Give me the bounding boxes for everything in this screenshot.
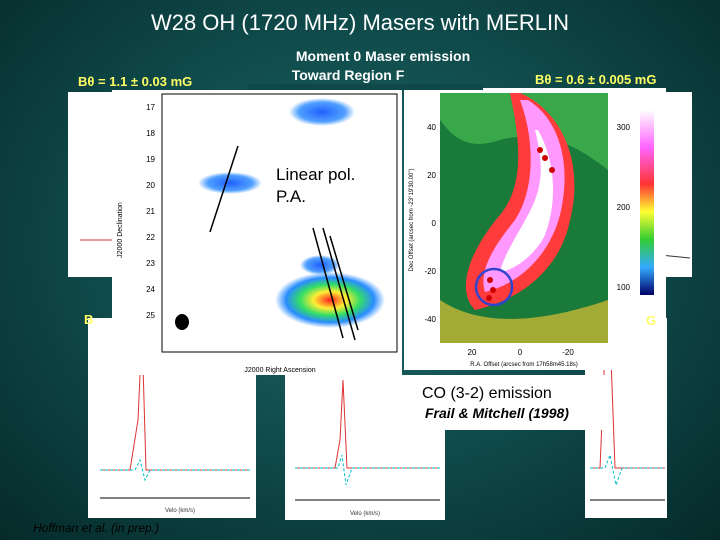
spectrum-line bbox=[100, 458, 250, 482]
tick-label: 20 bbox=[427, 171, 436, 180]
tick-label: 23 bbox=[146, 259, 155, 268]
maser-blob bbox=[198, 172, 262, 194]
spectrum-line bbox=[295, 454, 440, 486]
maser-spot bbox=[537, 147, 543, 153]
caption-bg bbox=[248, 84, 483, 90]
tick-label: 200 bbox=[617, 203, 631, 212]
tick-label: 25 bbox=[146, 311, 155, 320]
map-frame bbox=[161, 93, 398, 353]
co-caption: CO (3-2) emission bbox=[422, 385, 552, 402]
maser-citation: Hoffman et al. (in prep.) bbox=[33, 521, 159, 535]
co-citation: Frail & Mitchell (1998) bbox=[425, 405, 569, 421]
partial-label: B bbox=[84, 312, 93, 327]
title: W28 OH (1720 MHz) Masers with MERLIN bbox=[151, 10, 569, 35]
pa-vector bbox=[322, 227, 356, 341]
maser-blob bbox=[300, 255, 340, 275]
tick-label: 100 bbox=[617, 283, 631, 292]
tick-label: 40 bbox=[427, 123, 436, 132]
tick-label: 20 bbox=[146, 181, 155, 190]
maser-map bbox=[112, 90, 402, 375]
tick-label: 0 bbox=[518, 348, 523, 357]
colorbar-ticks: 300 200 100 bbox=[617, 123, 631, 292]
maser-spot bbox=[549, 167, 555, 173]
tick-label: 22 bbox=[146, 233, 155, 242]
maser-blob bbox=[289, 98, 355, 126]
pol-caption: P.A. bbox=[276, 187, 306, 206]
tick-label: 24 bbox=[146, 285, 155, 294]
tick-label: -20 bbox=[562, 348, 574, 357]
tick-label: 20 bbox=[468, 348, 477, 357]
pa-vector bbox=[329, 235, 359, 331]
tick-label: 17 bbox=[146, 103, 155, 112]
tick-label: -20 bbox=[424, 267, 436, 276]
co-y-ticks: 40 20 0 -20 -40 bbox=[424, 123, 436, 324]
axis-label: J2000 Declination bbox=[117, 202, 124, 258]
maser-spot bbox=[487, 277, 493, 283]
dec-ticks: 17 18 19 20 21 22 23 24 25 bbox=[146, 103, 155, 320]
spectrum-line bbox=[590, 453, 665, 487]
region-circle bbox=[474, 267, 514, 307]
co-x-ticks: 20 0 -20 bbox=[468, 348, 575, 357]
pa-vector bbox=[312, 227, 344, 339]
co-region bbox=[440, 300, 608, 343]
tick-label: 21 bbox=[146, 207, 155, 216]
partial-label: G bbox=[646, 313, 656, 328]
field-label: Bθ = 1.1 ± 0.03 mG bbox=[78, 74, 192, 89]
moment-caption: Moment 0 Maser emission bbox=[296, 48, 470, 64]
tick-label: -40 bbox=[424, 315, 436, 324]
spectrum-axis-label: Velo (km/s) bbox=[165, 508, 195, 514]
axis-label: J2000 Right Ascension bbox=[244, 367, 315, 374]
maser-spot bbox=[486, 295, 492, 301]
field-label: Bθ = 0.6 ± 0.005 mG bbox=[535, 72, 656, 87]
pol-caption: Linear pol. bbox=[276, 165, 355, 184]
moment-caption: Toward Region F bbox=[292, 67, 405, 83]
beam bbox=[175, 314, 189, 330]
co-caption-box bbox=[400, 375, 610, 430]
axis-label: R.A. Offset (arcsec from 17h58m45.18s) bbox=[470, 362, 578, 368]
maser-spot bbox=[490, 287, 496, 293]
tick-label: 0 bbox=[432, 219, 437, 228]
tick-label: 19 bbox=[146, 155, 155, 164]
axis-label: Dec Offset (arcsec from -23°19'30.00") bbox=[409, 169, 415, 272]
tick-label: 300 bbox=[617, 123, 631, 132]
tick-label: 18 bbox=[146, 129, 155, 138]
maser-spot bbox=[542, 155, 548, 161]
spectrum-axis-label: Velo (km/s) bbox=[350, 511, 380, 517]
maser-blob bbox=[275, 272, 385, 328]
colorbar bbox=[640, 110, 654, 295]
co-region bbox=[500, 130, 554, 272]
pa-vector bbox=[209, 145, 239, 233]
